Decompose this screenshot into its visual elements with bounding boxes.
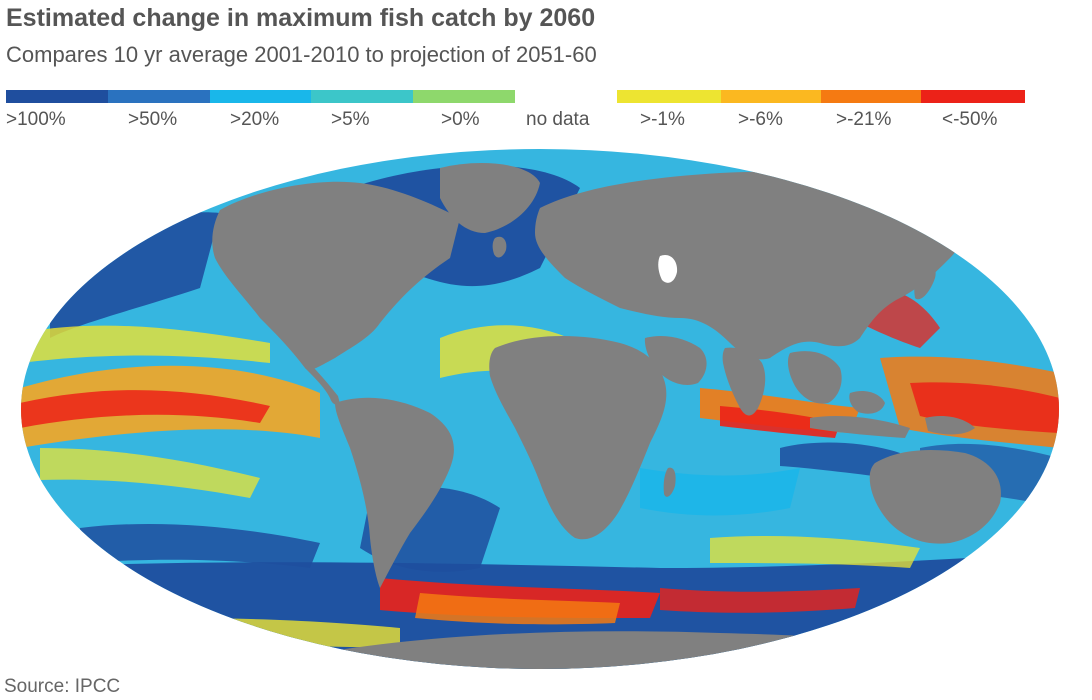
legend-swatch-50: [108, 90, 210, 103]
legend-swatch-20: [210, 90, 311, 103]
legend-label: >100%: [6, 109, 66, 130]
indonesia: [810, 416, 910, 438]
greenland: [440, 163, 540, 233]
legend-swatch-100: [6, 90, 108, 103]
australia: [869, 450, 1001, 544]
world-map: [21, 149, 1059, 669]
arabia: [644, 336, 707, 385]
no-data-region-caspian: [658, 254, 678, 283]
india: [722, 347, 766, 416]
legend-label: >20%: [230, 109, 280, 130]
legend-label: >-6%: [738, 109, 783, 130]
chart-subtitle: Compares 10 yr average 2001-2010 to proj…: [6, 42, 597, 67]
new-zealand: [1013, 532, 1028, 555]
chart-title: Estimated change in maximum fish catch b…: [6, 4, 596, 32]
legend-label: no data: [526, 109, 590, 130]
southeast-asia: [787, 351, 842, 404]
legend-label: >50%: [128, 109, 178, 130]
new-guinea: [925, 416, 975, 435]
africa: [489, 336, 667, 540]
legend-label: >-21%: [836, 109, 892, 130]
legend-swatch-minus-1: [617, 90, 721, 103]
legend-swatch-0: [413, 90, 515, 103]
north-america: [212, 181, 460, 370]
madagascar: [663, 467, 676, 497]
legend-label: >-1%: [640, 109, 685, 130]
legend-swatch-minus-21: [821, 90, 921, 103]
legend-swatch-minus-6: [721, 90, 821, 103]
europe-asia: [535, 171, 961, 360]
japan: [914, 261, 936, 300]
central-america: [305, 366, 340, 405]
uk-ireland: [492, 236, 507, 258]
source-note: Source: IPCC: [4, 676, 121, 697]
legend-label: <-50%: [942, 109, 998, 130]
legend-swatch-5: [311, 90, 413, 103]
borneo: [849, 391, 885, 414]
legend-label: >5%: [331, 109, 370, 130]
legend-label: >0%: [441, 109, 480, 130]
south-america: [335, 397, 454, 588]
legend-swatch-minus-50: [921, 90, 1025, 103]
